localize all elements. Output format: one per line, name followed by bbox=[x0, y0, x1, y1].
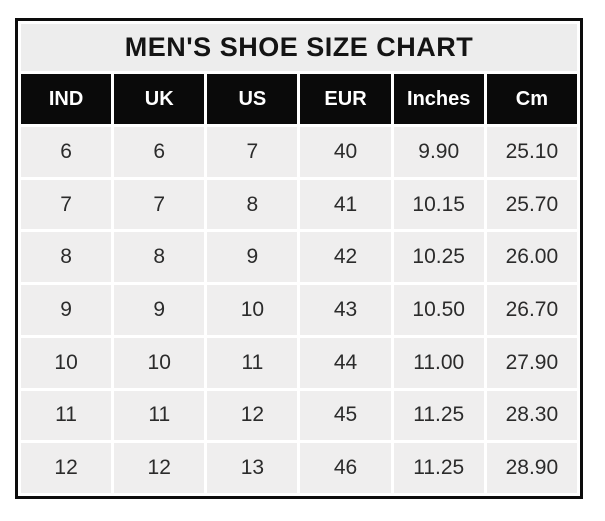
table-cell: 10 bbox=[21, 337, 112, 388]
table-cell: 28.90 bbox=[486, 443, 577, 493]
table-cell: 13 bbox=[207, 443, 298, 493]
table-row: 7 7 8 41 10.15 25.70 bbox=[21, 179, 577, 230]
table-cell: 45 bbox=[300, 390, 391, 441]
table-cell: 12 bbox=[207, 390, 298, 441]
table-cell: 27.90 bbox=[486, 337, 577, 388]
table-cell: 10 bbox=[114, 337, 205, 388]
column-header-eur: EUR bbox=[300, 74, 391, 124]
column-header-uk: UK bbox=[114, 74, 205, 124]
table-cell: 25.10 bbox=[486, 127, 577, 177]
table-cell: 7 bbox=[207, 127, 298, 177]
table-row: 10 10 11 44 11.00 27.90 bbox=[21, 337, 577, 388]
table-cell: 7 bbox=[21, 179, 112, 230]
table-row: 12 12 13 46 11.25 28.90 bbox=[21, 443, 577, 493]
table-cell: 43 bbox=[300, 285, 391, 335]
table-cell: 10.15 bbox=[393, 179, 484, 230]
size-chart-table: MEN'S SHOE SIZE CHART IND UK US EUR Inch… bbox=[15, 18, 583, 499]
table-cell: 25.70 bbox=[486, 179, 577, 230]
table-cell: 8 bbox=[21, 232, 112, 283]
table-cell: 11 bbox=[21, 390, 112, 441]
table-cell: 28.30 bbox=[486, 390, 577, 441]
table-row: 9 9 10 43 10.50 26.70 bbox=[21, 285, 577, 335]
table-row: 8 8 9 42 10.25 26.00 bbox=[21, 232, 577, 283]
table-row: 6 6 7 40 9.90 25.10 bbox=[21, 127, 577, 177]
table-cell: 26.00 bbox=[486, 232, 577, 283]
column-header-cm: Cm bbox=[486, 74, 577, 124]
table-cell: 12 bbox=[21, 443, 112, 493]
shoe-size-chart: MEN'S SHOE SIZE CHART IND UK US EUR Inch… bbox=[15, 18, 583, 499]
table-cell: 9 bbox=[114, 285, 205, 335]
table-row: 11 11 12 45 11.25 28.30 bbox=[21, 390, 577, 441]
table-cell: 11 bbox=[207, 337, 298, 388]
table-cell: 11 bbox=[114, 390, 205, 441]
table-cell: 8 bbox=[207, 179, 298, 230]
table-cell: 6 bbox=[21, 127, 112, 177]
column-header-inches: Inches bbox=[393, 74, 484, 124]
header-row: IND UK US EUR Inches Cm bbox=[21, 74, 577, 124]
table-cell: 46 bbox=[300, 443, 391, 493]
table-cell: 44 bbox=[300, 337, 391, 388]
table-cell: 10.25 bbox=[393, 232, 484, 283]
table-cell: 10.50 bbox=[393, 285, 484, 335]
table-cell: 11.00 bbox=[393, 337, 484, 388]
table-cell: 40 bbox=[300, 127, 391, 177]
table-cell: 8 bbox=[114, 232, 205, 283]
table-cell: 7 bbox=[114, 179, 205, 230]
title-row: MEN'S SHOE SIZE CHART bbox=[21, 24, 577, 71]
table-cell: 12 bbox=[114, 443, 205, 493]
table-cell: 6 bbox=[114, 127, 205, 177]
table-cell: 26.70 bbox=[486, 285, 577, 335]
size-chart-body: 6 6 7 40 9.90 25.10 7 7 8 41 10.15 25.70 8 8 9 42 10.25 2… bbox=[21, 127, 577, 493]
table-cell: 42 bbox=[300, 232, 391, 283]
column-header-ind: IND bbox=[21, 74, 112, 124]
column-header-us: US bbox=[207, 74, 298, 124]
chart-title: MEN'S SHOE SIZE CHART bbox=[21, 24, 577, 71]
table-cell: 41 bbox=[300, 179, 391, 230]
table-cell: 11.25 bbox=[393, 443, 484, 493]
table-cell: 11.25 bbox=[393, 390, 484, 441]
table-cell: 9.90 bbox=[393, 127, 484, 177]
table-cell: 9 bbox=[207, 232, 298, 283]
table-cell: 9 bbox=[21, 285, 112, 335]
table-cell: 10 bbox=[207, 285, 298, 335]
